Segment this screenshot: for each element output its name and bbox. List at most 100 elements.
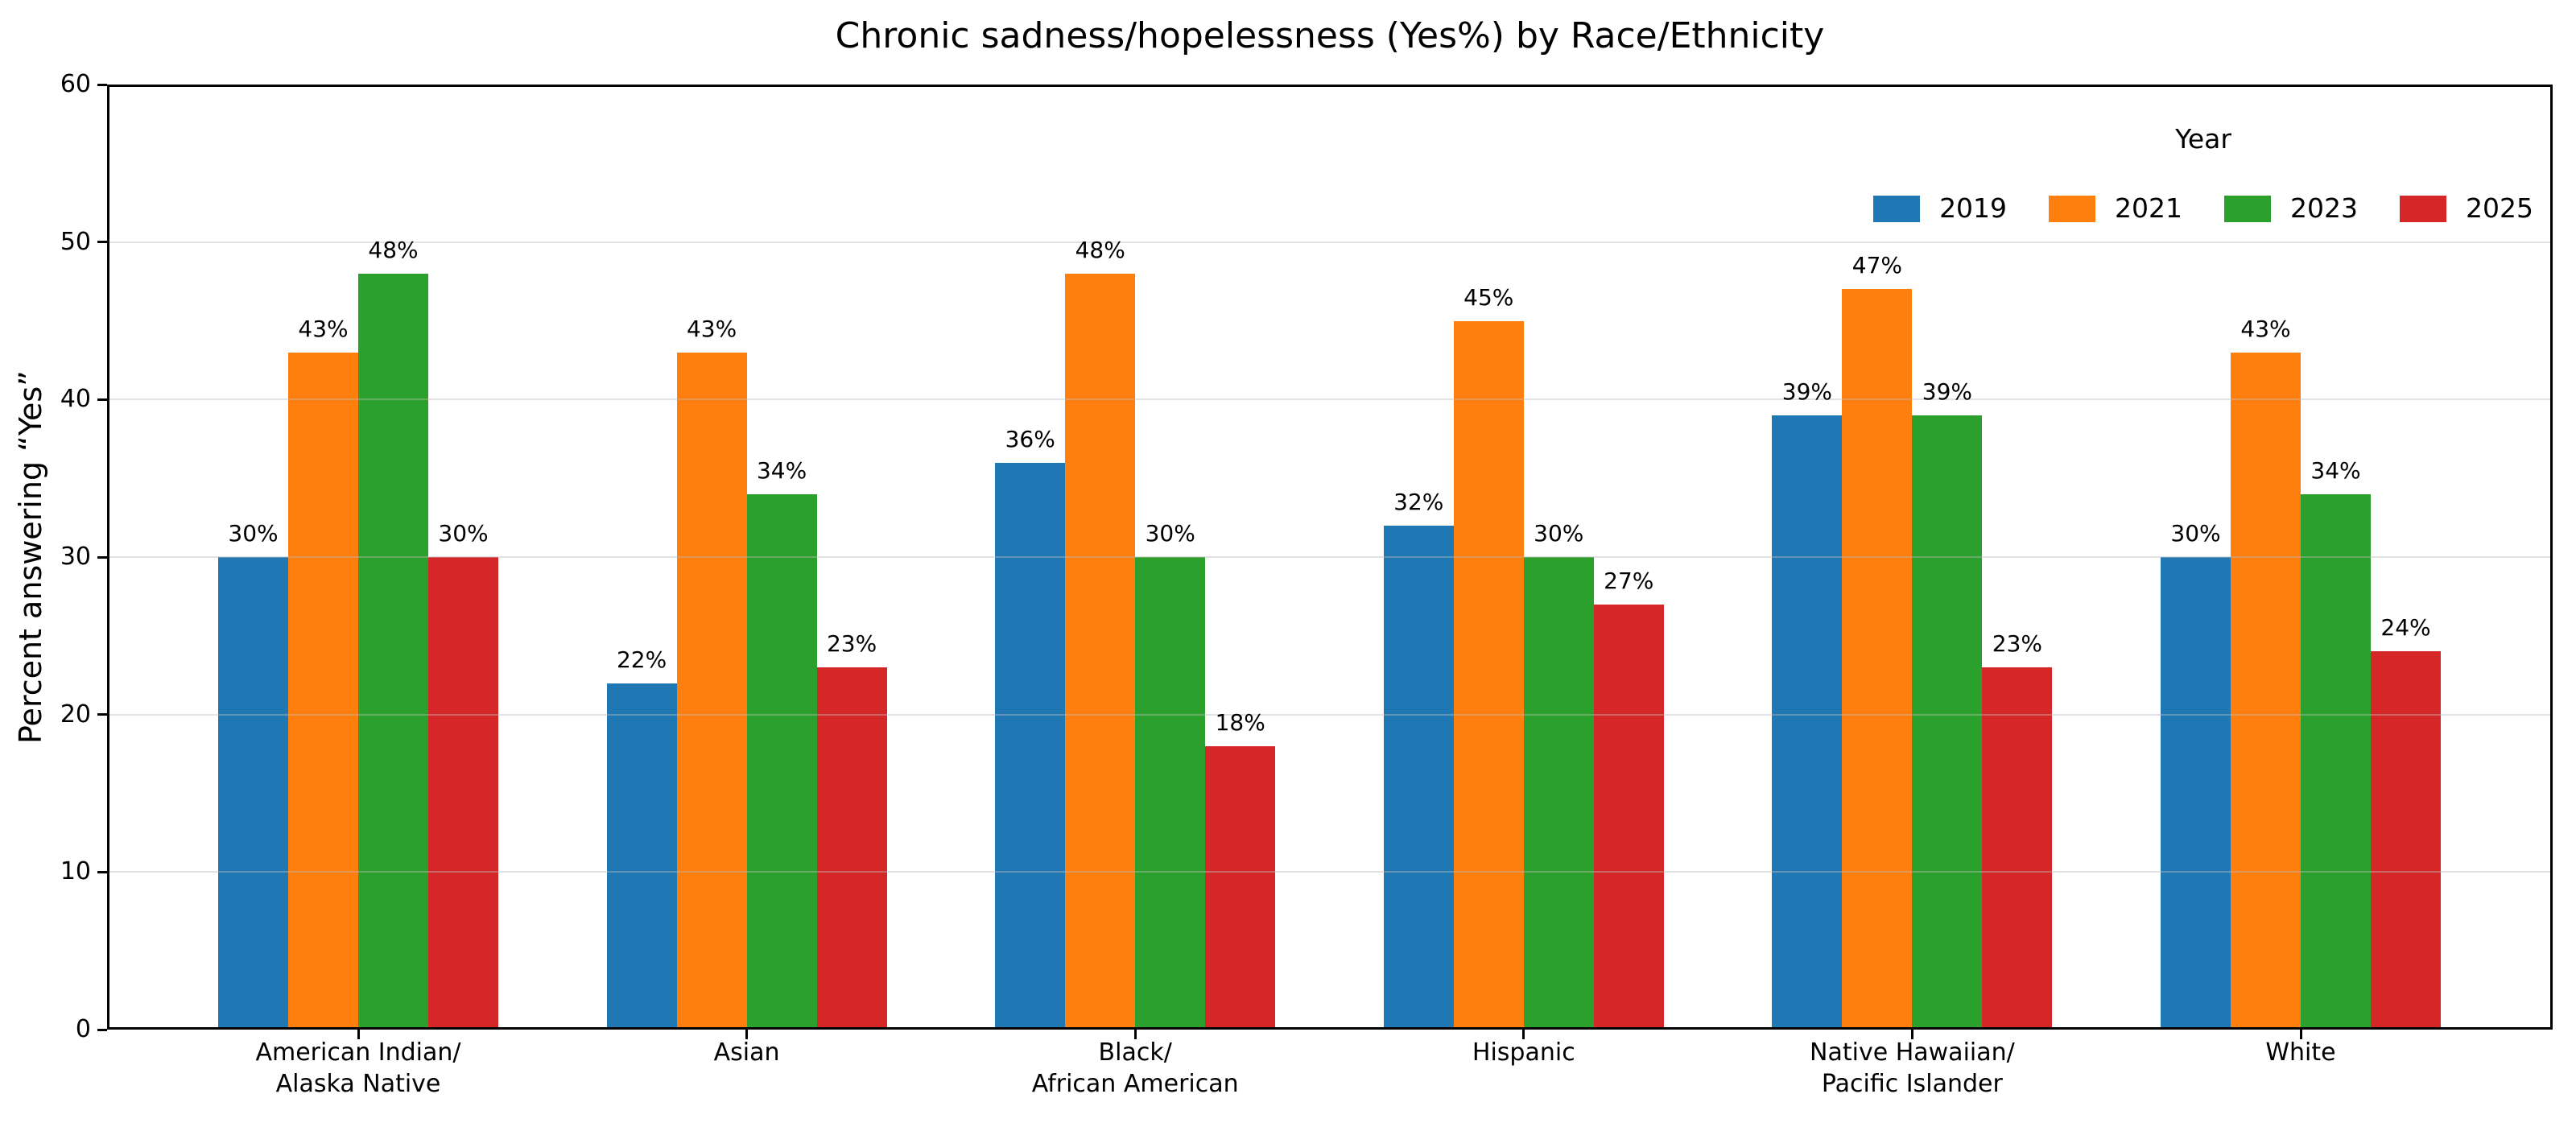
bar-value-label: 24% xyxy=(2380,614,2431,642)
spine-top xyxy=(107,85,2553,87)
spine-right xyxy=(2550,85,2553,1030)
bar-value-label: 43% xyxy=(686,315,737,342)
bar xyxy=(2371,651,2441,1030)
bar-value-label: 32% xyxy=(1393,488,1444,515)
gridline xyxy=(107,871,2553,873)
bar xyxy=(428,557,498,1030)
y-tick-label: 0 xyxy=(75,1015,91,1043)
bar-value-label: 47% xyxy=(1852,252,1902,279)
y-tick xyxy=(97,870,107,873)
x-tick-label-line: Alaska Native xyxy=(275,1070,441,1098)
gridline xyxy=(107,713,2553,716)
legend-label: 2025 xyxy=(2466,192,2533,224)
y-tick xyxy=(97,1028,107,1031)
bar xyxy=(1135,557,1206,1030)
bar-value-label: 30% xyxy=(438,520,489,547)
bar xyxy=(1205,745,1276,1030)
legend-swatch xyxy=(2049,195,2096,222)
x-tick-label-line: American Indian/ xyxy=(255,1038,461,1067)
legend: Year 2019 2021 2023 2025 xyxy=(1873,123,2533,225)
bar xyxy=(676,352,747,1030)
legend-swatch xyxy=(1873,195,1921,222)
y-tick xyxy=(97,241,107,244)
legend-label: 2021 xyxy=(2115,192,2183,224)
bar xyxy=(358,273,428,1030)
bar-value-label: 22% xyxy=(616,646,667,673)
x-tick-label-line: Hispanic xyxy=(1472,1038,1575,1067)
legend-entries: 2019 2021 2023 2025 xyxy=(1873,192,2533,225)
y-tick xyxy=(97,398,107,401)
x-tick-label: Asian xyxy=(538,1037,956,1068)
bar xyxy=(2231,352,2301,1030)
bar xyxy=(1842,289,1913,1030)
x-tick-label: American Indian/Alaska Native xyxy=(149,1037,568,1100)
bar-value-label: 30% xyxy=(2170,520,2221,547)
bar xyxy=(1065,273,1136,1030)
x-tick xyxy=(1133,1030,1137,1039)
bar-value-label: 30% xyxy=(1534,520,1584,547)
x-tick-label-line: African American xyxy=(1031,1070,1239,1098)
legend-entry: 2023 xyxy=(2224,192,2358,225)
legend-title: Year xyxy=(2175,123,2231,155)
chart-title: Chronic sadness/hopelessness (Yes%) by R… xyxy=(835,15,1825,56)
x-tick xyxy=(357,1030,360,1039)
bar-value-label: 43% xyxy=(2240,315,2291,342)
bar-value-label: 30% xyxy=(1145,520,1195,547)
bar-value-label: 48% xyxy=(368,236,419,263)
x-tick xyxy=(2299,1030,2302,1039)
bar xyxy=(746,493,817,1030)
y-tick-label: 30 xyxy=(60,543,91,571)
bar xyxy=(1982,667,2053,1030)
x-tick-label-line: Native Hawaiian/ xyxy=(1810,1038,2015,1067)
bar xyxy=(816,667,887,1030)
gridline xyxy=(107,398,2553,401)
spine-bottom xyxy=(107,1027,2553,1030)
legend-entry: 2025 xyxy=(2400,192,2533,225)
x-tick-label-line: Black/ xyxy=(1098,1038,1172,1067)
y-tick-label: 10 xyxy=(60,857,91,886)
legend-entry: 2019 xyxy=(1873,192,2007,225)
bar-value-label: 34% xyxy=(2310,456,2361,484)
bar-value-label: 39% xyxy=(1781,378,1832,405)
spine-left xyxy=(107,85,109,1030)
bar xyxy=(1912,415,1983,1030)
legend-swatch xyxy=(2224,195,2272,222)
bar-value-label: 30% xyxy=(228,520,279,547)
y-tick-label: 40 xyxy=(60,385,91,414)
bar xyxy=(1383,525,1454,1030)
bar-value-label: 23% xyxy=(1992,630,2042,657)
x-tick-label: White xyxy=(2091,1037,2510,1068)
plot-area: 30% 22% 36% 32% 39% 30% 43% 43% 48% 45% 47% 43% 48% 3… xyxy=(107,85,2553,1030)
bar xyxy=(995,462,1066,1030)
x-tick-label-line: Pacific Islander xyxy=(1821,1070,2003,1098)
bar xyxy=(2161,557,2231,1030)
x-tick-label: Native Hawaiian/Pacific Islander xyxy=(1703,1037,2121,1100)
legend-label: 2019 xyxy=(1939,192,2008,224)
x-tick xyxy=(745,1030,749,1039)
bar-value-label: 39% xyxy=(1922,378,1972,405)
y-tick-label: 50 xyxy=(60,227,91,256)
bar-value-label: 36% xyxy=(1005,425,1055,452)
y-tick xyxy=(97,83,107,86)
legend-swatch xyxy=(2400,195,2447,222)
y-tick-label: 60 xyxy=(60,70,91,98)
bar-value-label: 48% xyxy=(1075,236,1125,263)
gridline xyxy=(107,241,2553,243)
x-tick xyxy=(1910,1030,1913,1039)
bar-value-label: 45% xyxy=(1463,283,1514,311)
legend-entry: 2021 xyxy=(2049,192,2182,225)
bar-value-label: 34% xyxy=(756,456,807,484)
x-tick-label: Hispanic xyxy=(1315,1037,1733,1068)
bar xyxy=(288,352,358,1030)
bar-value-label: 43% xyxy=(298,315,349,342)
bar xyxy=(1772,415,1843,1030)
x-tick-label-line: Asian xyxy=(713,1038,780,1067)
bar xyxy=(2301,493,2371,1030)
x-tick-label-line: White xyxy=(2265,1038,2336,1067)
bar xyxy=(218,557,288,1030)
x-tick xyxy=(1522,1030,1525,1039)
y-tick xyxy=(97,713,107,716)
legend-label: 2023 xyxy=(2290,192,2359,224)
bar xyxy=(1453,320,1524,1030)
